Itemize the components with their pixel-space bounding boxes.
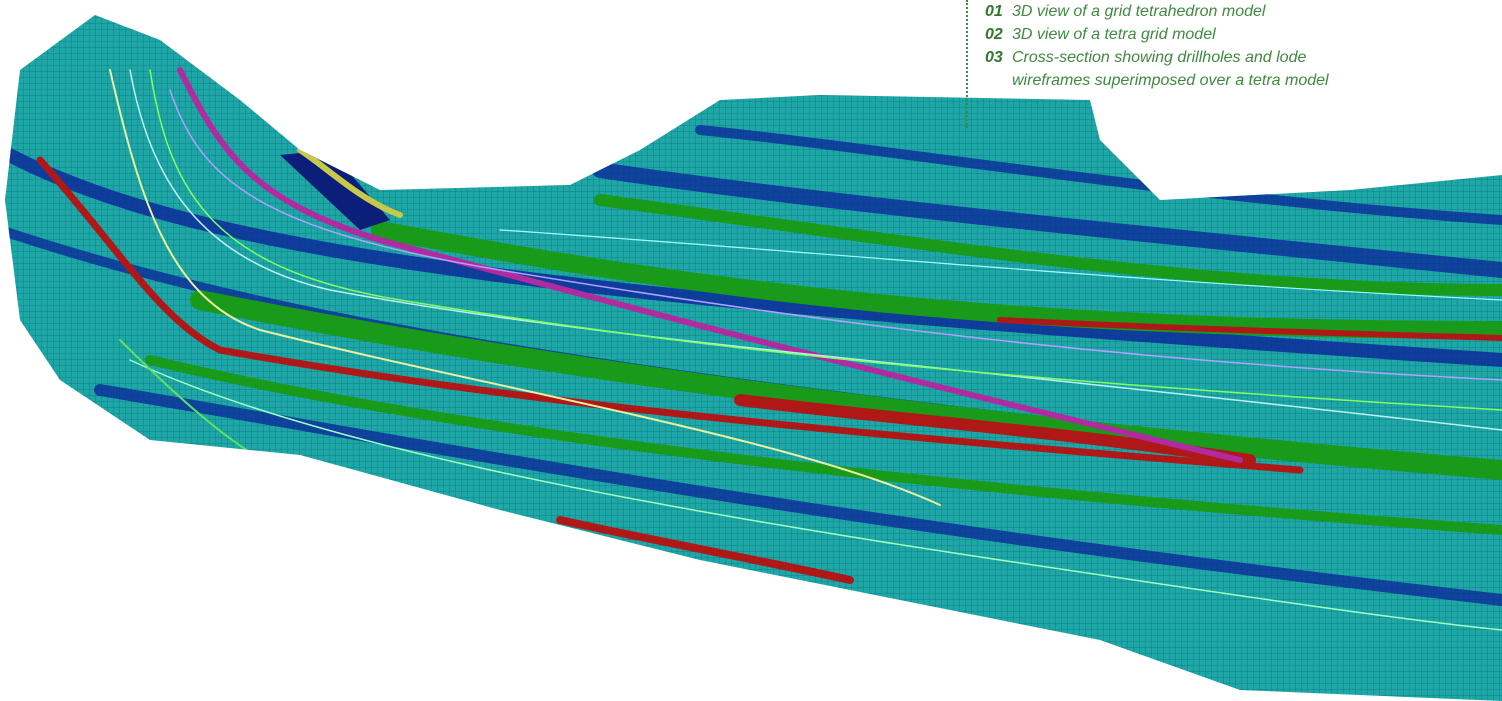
caption-list: 01 3D view of a grid tetrahedron model 02… — [966, 0, 1372, 128]
caption-number: 03 — [985, 46, 1003, 69]
caption-text: Cross-section showing drillholes and lod… — [1012, 49, 1329, 89]
caption-number: 02 — [985, 23, 1003, 46]
page: 01 3D view of a grid tetrahedron model 02… — [0, 0, 1502, 701]
caption-text: 3D view of a grid tetrahedron model — [1012, 3, 1265, 20]
caption-text: 3D view of a tetra grid model — [1012, 26, 1216, 43]
caption-number: 01 — [985, 0, 1003, 23]
caption: 02 3D view of a tetra grid model — [985, 23, 1372, 46]
caption: 03 Cross-section showing drillholes and l… — [985, 46, 1372, 92]
caption: 01 3D view of a grid tetrahedron model — [985, 0, 1372, 23]
